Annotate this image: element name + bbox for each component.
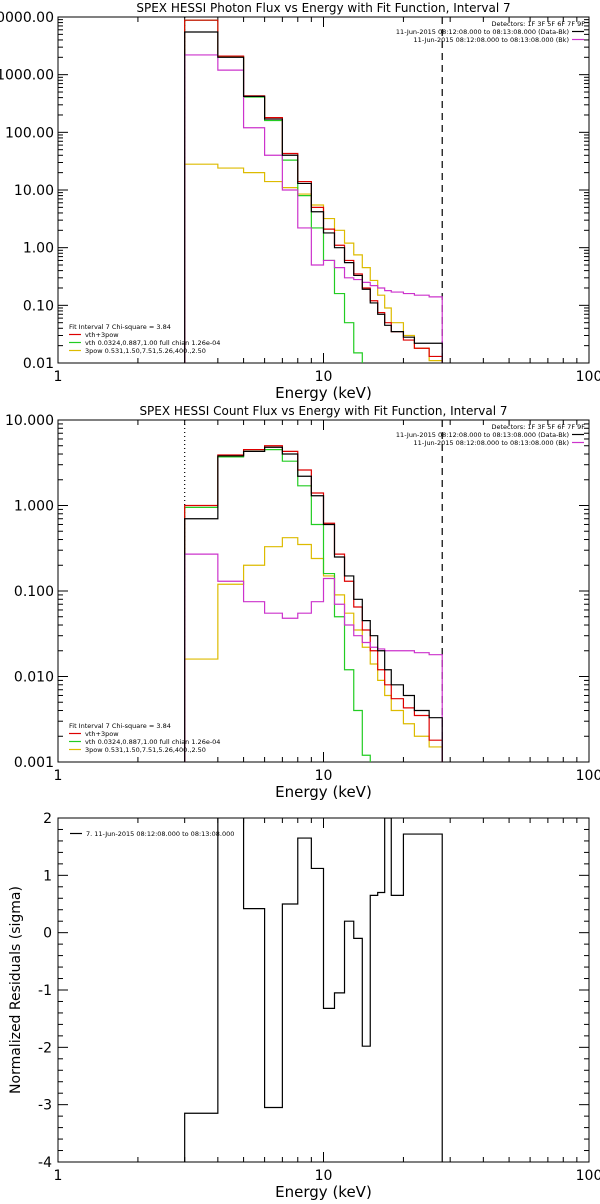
photon-legend-entry-label: 11-Jun-2015 08:12:08.000 to 08:13:08.000… — [414, 36, 569, 44]
photon-legend-entry-label: 3pow 0.531,1.50,7.51,5.26,400.,2.50 — [85, 347, 206, 355]
photon-legend-bottom-left: Fit Interval 7 Chi-square = 3.84vth+3pow… — [69, 323, 220, 355]
residual-xtick-label: 10 — [315, 1168, 333, 1184]
count-xtick-label: 10 — [315, 768, 333, 784]
residual-plot-area — [184, 818, 443, 1162]
photon-legend-top-right: Detectors: 1F 3F 5F 6F 7F 9F11-Jun-2015 … — [396, 20, 585, 44]
count-ytick-label: 0.001 — [14, 755, 54, 771]
photon-legend-header: Fit Interval 7 Chi-square = 3.84 — [69, 323, 171, 331]
photon-xtick-label: 100 — [576, 369, 600, 385]
count-legend-entry-label: vth 0.0324,0.887,1.00 full chian 1.26e-0… — [85, 738, 220, 746]
count-panel: 1 10 100 0.001 0.010 0.100 1.000 10.000 SPEX HES… — [5, 404, 600, 801]
count-legend-top-right: Detectors: 1F 3F 5F 6F 7F 9F11-Jun-2015 … — [396, 423, 585, 447]
count-series-3pow — [184, 537, 443, 762]
count-legend-bottom-left: Fit Interval 7 Chi-square = 3.84vth+3pow… — [69, 722, 220, 754]
photon-ytick-label: 0.01 — [23, 356, 54, 372]
photon-legend-entry-label: vth 0.0324,0.887,1.00 full chian 1.26e-0… — [85, 339, 220, 347]
count-plot-area — [184, 445, 443, 762]
count-legend-entry-label: vth+3pow — [85, 730, 119, 738]
photon-series-bk — [184, 54, 443, 363]
count-legend-entry-label: 3pow 0.531,1.50,7.51,5.26,400.,2.50 — [85, 746, 206, 754]
photon-title: SPEX HESSI Photon Flux vs Energy with Fi… — [136, 1, 510, 15]
count-series-bk — [184, 553, 443, 762]
residual-ytick-label: -1 — [38, 983, 52, 999]
count-xlabel: Energy (keV) — [275, 783, 372, 801]
photon-legend-header: Detectors: 1F 3F 5F 6F 7F 9F — [491, 20, 585, 28]
count-xtick-label: 1 — [54, 768, 63, 784]
photon-legend-entry-label: 11-Jun-2015 08:12:08.000 to 08:13:08.000… — [396, 28, 569, 36]
count-legend-header: Detectors: 1F 3F 5F 6F 7F 9F — [491, 423, 585, 431]
residual-ytick-label: -3 — [38, 1098, 52, 1114]
photon-xtick-label: 10 — [315, 369, 333, 385]
photon-series-data-bk — [184, 31, 443, 363]
count-ytick-label: 10.000 — [5, 413, 54, 429]
photon-ytick-label: 1.00 — [23, 241, 54, 257]
count-legend-header: Fit Interval 7 Chi-square = 3.84 — [69, 722, 171, 730]
photon-legend-entry-label: vth+3pow — [85, 331, 119, 339]
residual-ytick-label: -4 — [38, 1155, 52, 1171]
count-legend-entry-label: 11-Jun-2015 08:12:08.000 to 08:13:08.000… — [396, 431, 569, 439]
residual-ytick-label: 1 — [43, 868, 52, 884]
residual-ytick-label: 0 — [43, 926, 52, 942]
count-series-vth — [184, 449, 371, 762]
residual-series-7-11-jun-2015-08-12-08-000-to-08-13-08-000 — [184, 818, 443, 1162]
residual-xtick-label: 1 — [54, 1168, 63, 1184]
residual-ytick-label: -2 — [38, 1040, 52, 1056]
photon-ytick-label: 10.00 — [14, 183, 54, 199]
residual-xtick-label: 100 — [576, 1168, 600, 1184]
photon-panel: 1 10 100 0.01 0.10 1.00 10.00 100.00 1000.00 1000… — [0, 1, 600, 402]
photon-ytick-label: 10000.00 — [0, 10, 54, 26]
count-xtick-label: 100 — [576, 768, 600, 784]
residual-legend: 7. 11-Jun-2015 08:12:08.000 to 08:13:08.… — [70, 830, 234, 838]
count-title: SPEX HESSI Count Flux vs Energy with Fit… — [139, 404, 507, 418]
count-ytick-label: 1.000 — [14, 499, 54, 515]
residual-panel: 1 10 100 -4 -3 -2 -1 0 1 2 Energy (keV) Normalized … — [8, 811, 600, 1201]
count-series-vth-3pow — [184, 445, 443, 762]
count-legend-entry-label: 11-Jun-2015 08:12:08.000 to 08:13:08.000… — [414, 439, 569, 447]
photon-axes-frame — [57, 16, 590, 364]
count-ytick-label: 0.100 — [14, 584, 54, 600]
photon-plot-area — [184, 19, 443, 363]
residual-legend-entry-label: 7. 11-Jun-2015 08:12:08.000 to 08:13:08.… — [86, 830, 234, 838]
residual-ylabel: Normalized Residuals (sigma) — [8, 886, 24, 1094]
photon-xtick-label: 1 — [54, 369, 63, 385]
count-series-data-bk — [184, 446, 443, 762]
residual-ytick-label: 2 — [43, 811, 52, 827]
photon-xlabel: Energy (keV) — [275, 384, 372, 402]
photon-series-3pow — [184, 163, 443, 363]
count-ytick-label: 0.010 — [14, 670, 54, 686]
residual-xlabel: Energy (keV) — [275, 1183, 372, 1200]
photon-ytick-label: 100.00 — [5, 125, 54, 141]
photon-ytick-label: 1000.00 — [0, 68, 54, 84]
photon-ytick-label: 0.10 — [23, 298, 54, 314]
